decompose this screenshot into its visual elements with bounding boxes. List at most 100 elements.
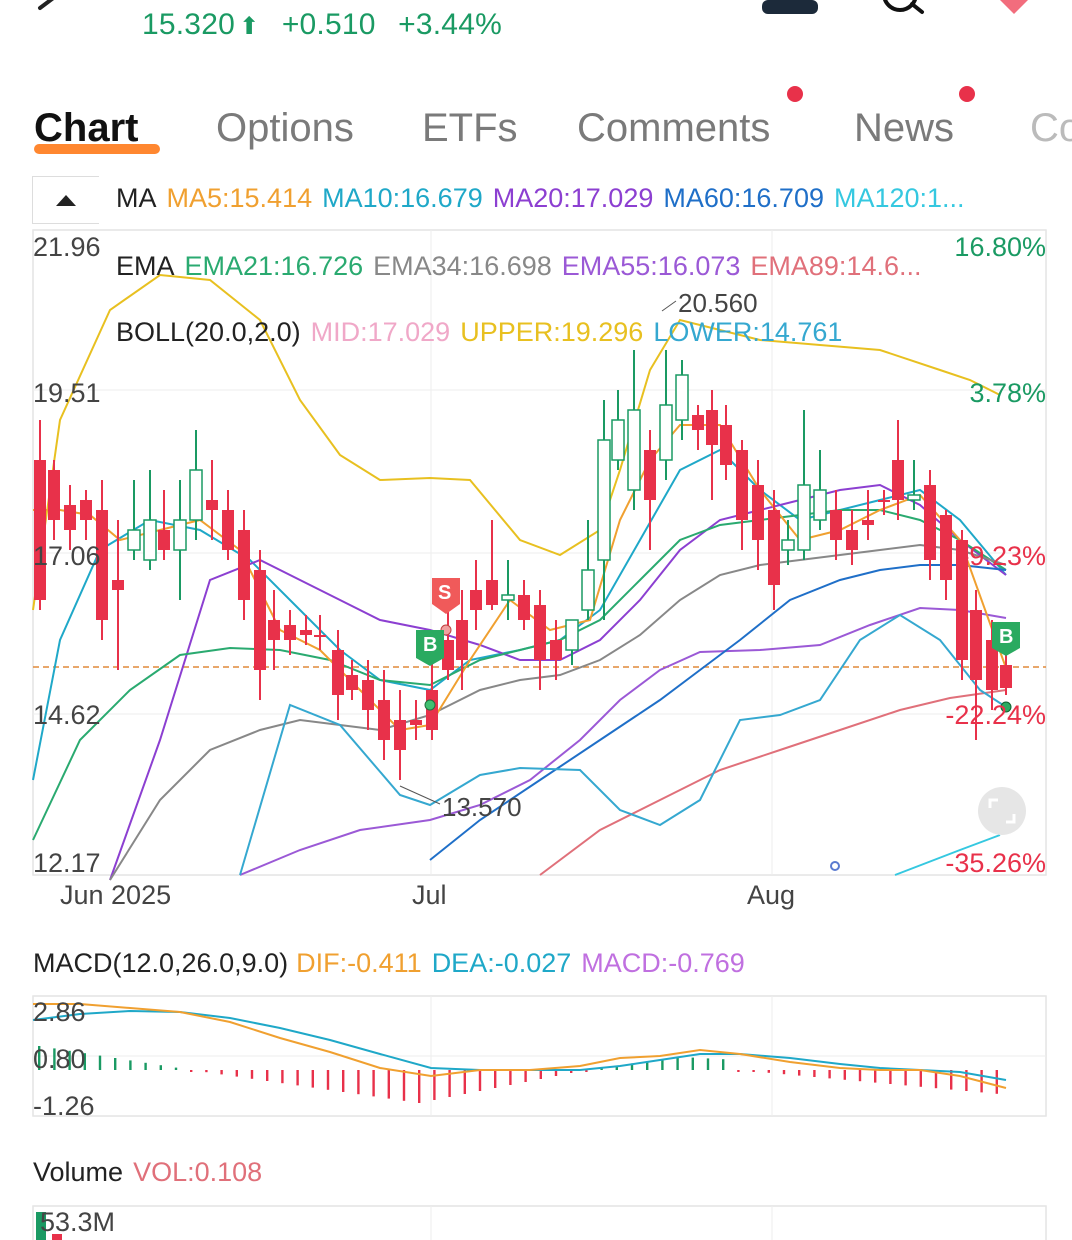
macd-indicator-row[interactable]: MACD(12.0,26.0,9.0) DIF:-0.411 DEA:-0.027 M… [33,948,755,979]
macd-chart[interactable] [0,990,1072,1130]
boll-upper-line [32,273,1001,611]
tab-more[interactable]: Co [1030,106,1072,150]
tab-chart[interactable]: Chart [34,106,139,150]
up-arrow-icon: ⬆ [238,13,260,40]
back-arrow-icon[interactable] [30,0,70,26]
sell-marker-label: S [438,582,452,604]
macd-bar [159,1065,162,1070]
candle [752,485,764,540]
volume-indicator-row[interactable]: Volume VOL:0.108 [33,1157,272,1188]
macd-bar [874,1070,877,1083]
volume-title: Volume [33,1157,124,1187]
active-tab-underline [34,144,160,154]
candle [692,415,704,430]
candle [970,610,982,680]
candle [706,410,718,445]
candle [173,519,187,551]
candle [284,625,296,640]
tab-bar: Chart Options ETFs Comments News Co [0,86,1072,170]
buy-marker-2[interactable] [992,622,1020,713]
tab-comments[interactable]: Comments [577,106,771,150]
ema34-line [109,543,1007,881]
macd-bar [114,1058,117,1070]
ma120-line [894,834,1001,876]
ma5-line [33,424,1007,732]
macd-y-label: 0.80 [33,1044,86,1074]
candle [158,530,170,550]
ema-indicator-row[interactable]: EMA EMA21:16.726 EMA34:16.698 EMA55:16.073 E… [116,251,932,282]
candle [892,460,904,500]
candle [314,635,326,637]
candle [378,700,390,740]
tab-options[interactable]: Options [216,106,354,150]
macd-bar [676,1056,679,1070]
macd-bar [372,1070,375,1097]
candle [862,520,874,525]
macd-bar [433,1070,436,1100]
candle [534,605,546,660]
candle [878,500,890,502]
macd-bar [995,1070,998,1094]
candle [518,595,530,620]
macd-dea: DEA:-0.027 [431,948,572,978]
candle [456,620,468,660]
candle [675,374,689,421]
macd-bar [311,1070,314,1088]
y-axis-label: 21.96 [33,232,101,262]
candle [597,439,611,561]
top-bar: 15.320 ⬆ +0.510 +3.44% [0,0,1072,70]
boll-upper-value: UPPER:19.296 [460,317,644,347]
candle [34,460,46,600]
macd-histogram [38,1046,998,1103]
macd-y-label: -1.26 [33,1091,95,1121]
candle [659,404,673,461]
macd-bar [828,1070,831,1079]
ma5-value: MA5:15.414 [166,183,313,213]
event-dot[interactable] [830,861,840,871]
candle [332,650,344,695]
macd-bar [737,1070,740,1072]
macd-bar [615,1065,618,1070]
macd-y-label: 2.86 [33,997,86,1027]
tab-etfs[interactable]: ETFs [422,106,518,150]
macd-bar [402,1070,406,1101]
ma20-value: MA20:17.029 [492,183,654,213]
macd-bar [661,1059,664,1070]
ma-indicator-row[interactable]: MA MA5:15.414 MA10:16.679 MA20:17.029 MA60:1… [116,183,975,214]
watchlist-heart-icon[interactable] [990,0,1040,18]
candle [565,619,579,651]
search-icon[interactable] [878,0,928,20]
macd-bar [98,1055,102,1070]
collapse-indicators-button[interactable] [32,176,99,224]
macd-bar [798,1070,801,1076]
volume-chart[interactable] [0,1204,1072,1240]
fullscreen-button[interactable] [978,787,1026,835]
ema21-value: EMA21:16.726 [184,251,364,281]
macd-bar [843,1070,846,1080]
account-icon[interactable] [760,0,820,18]
candle [1000,665,1012,688]
candle [300,630,312,635]
macd-bar [706,1058,710,1070]
low-price-label: 13.570 [442,792,522,822]
macd-bar [144,1062,147,1070]
ma20-line [109,483,1007,881]
y-axis-label: 14.62 [33,700,101,730]
macd-dif: DIF:-0.411 [296,948,422,978]
high-price-label: 20.560 [678,288,758,318]
candle [501,594,515,601]
candle [222,510,234,550]
macd-bar [494,1070,497,1088]
boll-indicator-row[interactable]: BOLL(20.0,2.0) MID:17.029 UPPER:19.296 LOWE… [116,317,852,348]
tab-news[interactable]: News [854,106,955,150]
buy-marker-1[interactable] [416,630,444,711]
candle [394,720,406,750]
candlestick-chart[interactable] [0,220,1072,920]
macd-bar [554,1070,558,1076]
candle [986,640,998,690]
macd-bar [68,1050,71,1070]
macd-bar [813,1070,816,1077]
y-axis-label: 19.51 [33,378,101,408]
macd-title: MACD(12.0,26.0,9.0) [33,948,289,978]
macd-bar [524,1070,527,1082]
